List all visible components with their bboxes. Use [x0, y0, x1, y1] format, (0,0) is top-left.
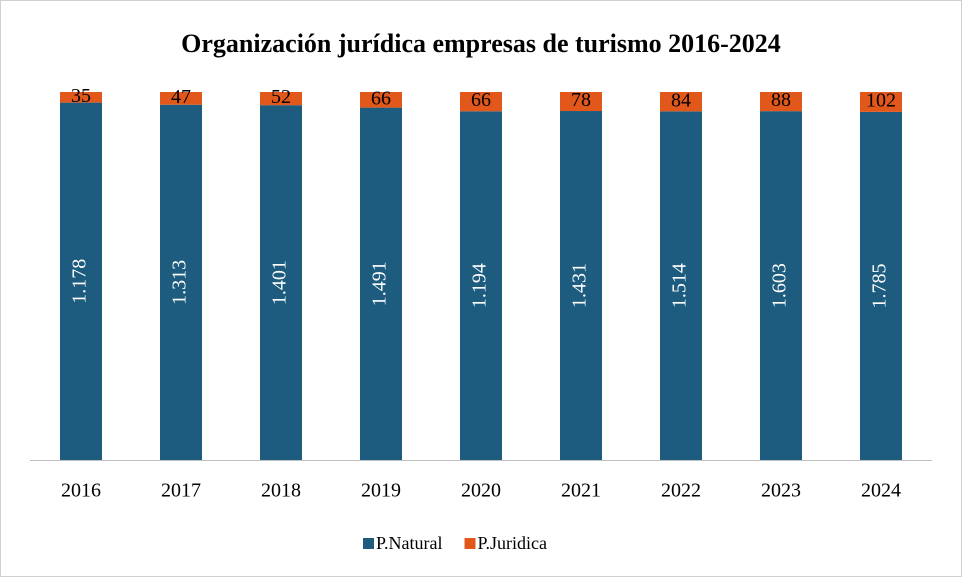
data-label: 88: [771, 89, 791, 111]
bar-segment: [260, 105, 302, 461]
bar-segment: [260, 92, 302, 106]
x-tick-label: 2017: [161, 480, 201, 502]
x-tick-label: 2020: [461, 480, 501, 502]
bar-segment: [460, 92, 502, 112]
legend-swatch: [363, 538, 374, 549]
data-label: 52: [271, 86, 291, 108]
data-label: 1.401: [269, 260, 291, 305]
x-tick-label: 2018: [261, 480, 301, 502]
bar-segment: [560, 92, 602, 112]
bar-segment: [860, 111, 902, 460]
bar-segment: [560, 111, 602, 461]
data-label: 1.491: [369, 261, 391, 306]
bar-segment: [160, 104, 202, 460]
x-tick-label: 2023: [761, 480, 801, 502]
bar-segment: [760, 92, 802, 112]
data-label: 66: [371, 87, 391, 109]
bar-segment: [460, 111, 502, 461]
bar-segment: [160, 92, 202, 105]
legend-swatch: [464, 538, 476, 549]
data-label: 66: [471, 89, 491, 111]
x-tick-label: 2021: [561, 480, 601, 502]
data-label: 78: [571, 89, 591, 111]
x-tick-label: 2016: [61, 480, 101, 502]
data-label: 1.785: [869, 263, 891, 308]
bar-segment: [860, 92, 902, 112]
legend-label: P.Juridica: [478, 533, 548, 553]
data-label: 84: [671, 89, 691, 111]
data-label: 47: [171, 86, 191, 108]
x-tick-label: 2022: [661, 480, 701, 502]
bar-segment: [360, 107, 402, 460]
bar-segment: [660, 92, 702, 112]
x-tick-label: 2024: [861, 480, 901, 502]
data-label: 1.514: [669, 263, 691, 308]
data-label: 35: [71, 85, 91, 107]
bar-segment: [60, 92, 102, 103]
chart-title: Organización jurídica empresas de turism…: [181, 29, 781, 58]
legend-label: P.Natural: [376, 533, 443, 553]
data-label: 1.194: [469, 263, 491, 308]
data-label: 1.313: [169, 260, 191, 305]
data-label: 102: [866, 90, 896, 112]
data-label: 1.178: [69, 259, 91, 304]
bar-segment: [660, 111, 702, 460]
bar-segment: [360, 92, 402, 108]
bar-segment: [760, 111, 802, 461]
bar-segment: [60, 102, 102, 461]
data-label: 1.431: [569, 263, 591, 308]
x-tick-label: 2019: [361, 480, 401, 502]
data-label: 1.603: [769, 263, 791, 308]
